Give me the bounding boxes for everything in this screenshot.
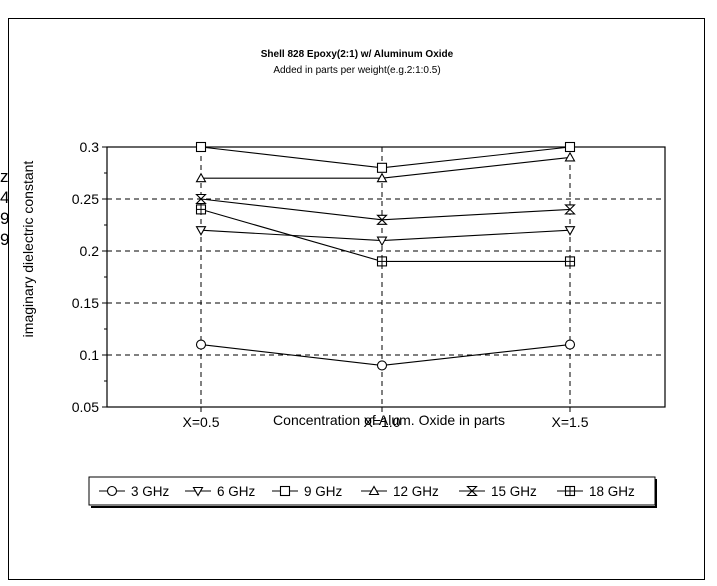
y-axis-label: imaginary dielectric constant xyxy=(20,161,36,338)
legend-label: 18 GHz xyxy=(589,484,635,499)
line-chart: Shell 828 Epoxy(2:1) w/ Aluminum Oxide A… xyxy=(20,49,666,508)
y-tick-label: 0.2 xyxy=(80,243,100,259)
chart-frame: Shell 828 Epoxy(2:1) w/ Aluminum Oxide A… xyxy=(8,18,705,580)
legend-marker xyxy=(106,485,118,497)
y-tick-label: 0.05 xyxy=(72,399,99,415)
x-tick-label: X=0.5 xyxy=(183,414,220,430)
series-line-5 xyxy=(200,208,570,262)
cut-text-2: 4 xyxy=(0,188,8,207)
legend-label: 3 GHz xyxy=(131,484,170,499)
data-point-2-0 xyxy=(195,141,207,153)
data-point-1-0 xyxy=(195,226,207,236)
legend-label: 9 GHz xyxy=(304,484,343,499)
legend-marker xyxy=(466,485,478,497)
chart-subtitle: Added in parts per weight(e.g.2:1:0.5) xyxy=(273,65,440,76)
data-point-3-1 xyxy=(376,172,388,183)
data-point-0-1 xyxy=(376,360,388,371)
data-point-2-2 xyxy=(564,141,576,153)
legend-marker xyxy=(279,485,291,497)
data-point-4-1 xyxy=(376,214,388,225)
data-point-1-1 xyxy=(376,236,388,247)
cut-text-1: z xyxy=(0,167,8,186)
y-tick-label: 0.1 xyxy=(80,347,100,363)
y-tick-label: 0.15 xyxy=(72,295,99,311)
data-point-5-0 xyxy=(195,204,207,215)
data-point-4-2 xyxy=(564,204,576,215)
data-point-5-1 xyxy=(376,256,388,267)
legend-label: 6 GHz xyxy=(217,484,256,499)
data-point-3-2 xyxy=(564,151,576,162)
data-point-0-2 xyxy=(564,339,576,350)
x-tick-label: X=1.0 xyxy=(364,414,401,430)
legend-marker xyxy=(368,485,380,496)
data-point-4-0 xyxy=(195,193,207,205)
legend: 3 GHz 6 GHz 9 GHz 12 GHz 15 GHz 18 GHz xyxy=(88,476,657,508)
data-point-0-0 xyxy=(195,339,207,350)
legend-label: 15 GHz xyxy=(491,484,537,499)
data-point-5-2 xyxy=(564,256,576,267)
legend-marker xyxy=(192,486,204,497)
plot-area: 0.05 0.1 0.15 0.2 0.25 0.3 X=0.5 X=1.0 X=1.5 xyxy=(72,139,666,430)
left-margin-cut-text: z 4 9 9 xyxy=(0,166,8,250)
legend-marker xyxy=(564,485,576,497)
chart-title: Shell 828 Epoxy(2:1) w/ Aluminum Oxide xyxy=(261,49,454,60)
x-axis-label: Concentration of Alum. Oxide in parts xyxy=(273,412,505,428)
data-point-3-0 xyxy=(195,172,207,183)
y-tick-label: 0.3 xyxy=(80,139,100,155)
data-point-2-1 xyxy=(376,162,388,173)
y-tick-label: 0.25 xyxy=(72,191,99,207)
cut-text-4: 9 xyxy=(0,230,8,249)
legend-label: 12 GHz xyxy=(393,484,439,499)
x-tick-label: X=1.5 xyxy=(552,414,589,430)
cut-text-3: 9 xyxy=(0,209,8,228)
data-point-1-2 xyxy=(564,226,576,236)
